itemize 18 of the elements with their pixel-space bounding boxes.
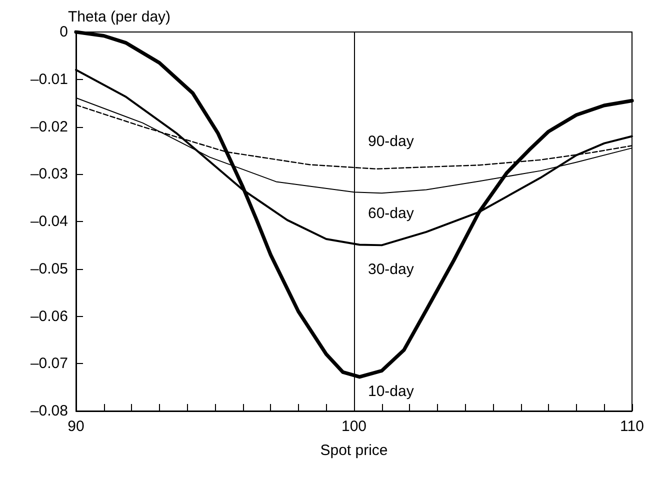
y-tick-label: –0.05 (30, 260, 68, 278)
y-tick-label: –0.08 (30, 402, 68, 420)
annotation: 30-day (368, 261, 414, 278)
y-tick-label: –0.07 (30, 355, 68, 372)
x-tick-label: 110 (620, 418, 644, 435)
annotation: 10-day (368, 383, 414, 400)
y-tick-label: –0.06 (30, 308, 68, 325)
y-tick-label: –0.02 (30, 118, 68, 136)
annotation: 90-day (368, 133, 414, 150)
x-axis-title: Spot price (320, 442, 388, 459)
y-tick-label: –0.01 (30, 70, 68, 88)
y-tick-label: –0.04 (30, 213, 68, 230)
y-axis-title: Theta (per day) (68, 8, 171, 26)
x-tick-label: 100 (341, 418, 367, 435)
y-tick-label: –0.03 (30, 166, 68, 183)
y-tick-label: 0 (60, 24, 68, 40)
annotation: 60-day (368, 205, 414, 222)
x-tick-label: 90 (68, 418, 84, 435)
